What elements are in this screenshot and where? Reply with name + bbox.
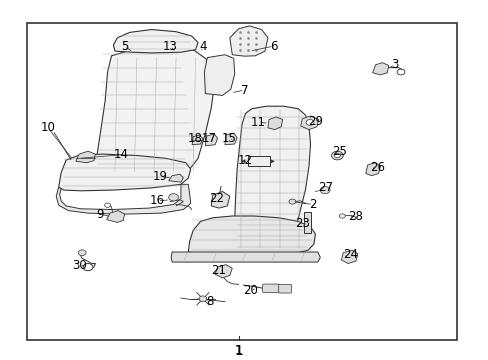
Text: 27: 27 bbox=[317, 181, 332, 194]
Text: 2: 2 bbox=[308, 198, 316, 211]
Text: 10: 10 bbox=[41, 121, 55, 134]
Polygon shape bbox=[229, 26, 267, 56]
Text: 7: 7 bbox=[240, 84, 248, 96]
Polygon shape bbox=[267, 117, 282, 130]
Polygon shape bbox=[215, 265, 232, 278]
Polygon shape bbox=[205, 134, 217, 146]
Text: 1: 1 bbox=[234, 344, 243, 358]
Text: 23: 23 bbox=[294, 217, 309, 230]
Polygon shape bbox=[365, 163, 380, 176]
Polygon shape bbox=[113, 30, 198, 53]
Text: 17: 17 bbox=[202, 132, 216, 145]
Circle shape bbox=[104, 203, 110, 207]
FancyBboxPatch shape bbox=[278, 284, 291, 293]
Text: 30: 30 bbox=[72, 259, 86, 272]
Circle shape bbox=[78, 250, 86, 256]
Polygon shape bbox=[188, 216, 315, 256]
Bar bbox=[27, 23, 456, 340]
Polygon shape bbox=[56, 184, 190, 214]
Circle shape bbox=[83, 264, 93, 271]
Polygon shape bbox=[372, 63, 388, 75]
Polygon shape bbox=[224, 133, 237, 145]
Polygon shape bbox=[234, 106, 310, 251]
Text: 25: 25 bbox=[332, 145, 346, 158]
Text: 20: 20 bbox=[243, 284, 257, 297]
Text: 13: 13 bbox=[163, 40, 177, 53]
Text: 9: 9 bbox=[96, 208, 104, 221]
Text: 1: 1 bbox=[234, 345, 242, 357]
Text: 6: 6 bbox=[269, 40, 277, 53]
Polygon shape bbox=[59, 154, 190, 191]
Circle shape bbox=[168, 194, 178, 201]
Polygon shape bbox=[171, 252, 320, 262]
Text: 11: 11 bbox=[250, 116, 265, 129]
Circle shape bbox=[199, 296, 206, 302]
Circle shape bbox=[396, 69, 404, 75]
Polygon shape bbox=[341, 250, 357, 264]
Circle shape bbox=[305, 120, 313, 125]
Text: 16: 16 bbox=[150, 194, 164, 207]
Polygon shape bbox=[204, 55, 234, 95]
Circle shape bbox=[331, 151, 343, 160]
Text: 24: 24 bbox=[343, 248, 358, 261]
Text: 8: 8 bbox=[206, 295, 214, 308]
Text: 14: 14 bbox=[114, 148, 128, 161]
Polygon shape bbox=[211, 192, 229, 208]
Circle shape bbox=[320, 186, 329, 194]
Text: 29: 29 bbox=[307, 115, 322, 128]
Text: 4: 4 bbox=[199, 40, 206, 53]
Text: 12: 12 bbox=[238, 154, 252, 167]
Polygon shape bbox=[192, 135, 203, 145]
Polygon shape bbox=[168, 174, 183, 182]
Text: 15: 15 bbox=[221, 132, 236, 145]
Text: 21: 21 bbox=[211, 264, 226, 277]
FancyBboxPatch shape bbox=[262, 284, 279, 293]
Text: 26: 26 bbox=[369, 161, 384, 174]
Bar bbox=[304, 212, 311, 233]
Circle shape bbox=[334, 153, 340, 158]
Polygon shape bbox=[106, 211, 124, 222]
Text: 28: 28 bbox=[348, 210, 363, 223]
Text: 5: 5 bbox=[121, 40, 128, 53]
Text: 22: 22 bbox=[208, 192, 223, 204]
Text: 3: 3 bbox=[390, 58, 398, 71]
Polygon shape bbox=[300, 116, 318, 130]
Text: 18: 18 bbox=[187, 132, 202, 145]
Bar bbox=[248, 156, 270, 166]
Polygon shape bbox=[76, 151, 95, 163]
Circle shape bbox=[339, 214, 345, 218]
Polygon shape bbox=[95, 47, 214, 176]
Text: 19: 19 bbox=[153, 170, 167, 183]
Circle shape bbox=[288, 199, 295, 204]
